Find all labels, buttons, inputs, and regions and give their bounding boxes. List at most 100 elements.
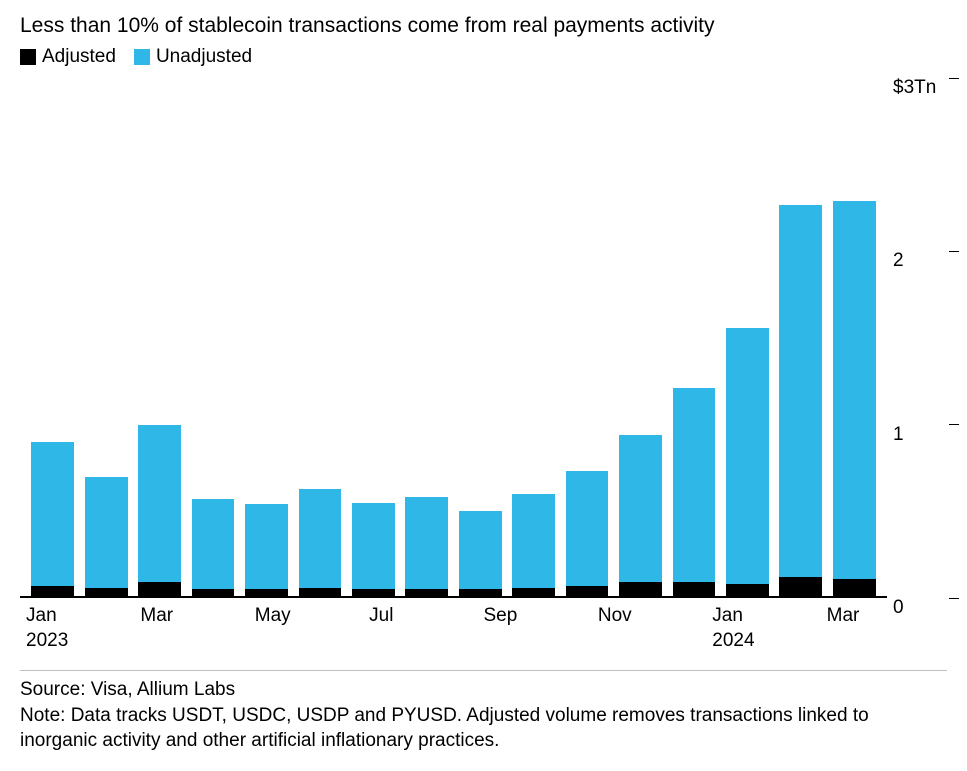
bar-stack xyxy=(192,78,235,598)
x-axis-labels: Jan2023MarMayJulSepNovJan2024Mar xyxy=(20,604,947,653)
x-axis-slot: Sep xyxy=(484,604,541,653)
bar-segment-unadjusted xyxy=(299,489,342,588)
x-axis-slot: Nov xyxy=(598,604,655,653)
plot-wrap: 012$3Tn xyxy=(20,78,947,598)
bar-stack xyxy=(299,78,342,598)
bar-group xyxy=(507,78,560,598)
bar-stack xyxy=(352,78,395,598)
x-axis-slot: Jul xyxy=(369,604,426,653)
bar-segment-unadjusted xyxy=(405,497,448,589)
bar-segment-unadjusted xyxy=(31,442,74,586)
bar-stack xyxy=(673,78,716,598)
legend-item: Unadjusted xyxy=(134,46,252,68)
x-axis-label: Jan xyxy=(26,604,83,629)
bar-stack xyxy=(619,78,662,598)
x-axis-slot xyxy=(312,604,369,653)
x-axis-label: Jan xyxy=(712,604,769,629)
chart-container: Less than 10% of stablecoin transactions… xyxy=(0,0,967,771)
x-axis-label: Mar xyxy=(827,604,884,629)
bar-segment-unadjusted xyxy=(459,511,502,589)
bar-stack xyxy=(833,78,876,598)
x-axis-label-year: 2023 xyxy=(26,629,83,654)
chart-title: Less than 10% of stablecoin transactions… xyxy=(20,14,947,38)
x-axis-slot: Mar xyxy=(827,604,884,653)
legend: Adjusted Unadjusted xyxy=(20,46,947,68)
chart-footer: Source: Visa, Allium Labs Note: Data tra… xyxy=(20,670,947,754)
source-text: Source: Visa, Allium Labs xyxy=(20,677,947,703)
bar-group xyxy=(347,78,400,598)
x-axis: Jan2023MarMayJulSepNovJan2024Mar xyxy=(20,604,947,666)
bar-group xyxy=(721,78,774,598)
x-axis-slot: Mar xyxy=(140,604,197,653)
bar-segment-unadjusted xyxy=(245,504,288,589)
bars xyxy=(20,78,887,598)
bar-stack xyxy=(85,78,128,598)
bar-group xyxy=(560,78,613,598)
bar-segment-unadjusted xyxy=(673,388,716,582)
x-axis-slot xyxy=(198,604,255,653)
legend-item: Adjusted xyxy=(20,46,116,68)
bar-group xyxy=(79,78,132,598)
bar-group xyxy=(133,78,186,598)
bar-segment-unadjusted xyxy=(779,205,822,578)
bar-stack xyxy=(779,78,822,598)
y-tick xyxy=(949,78,959,79)
x-axis-slot xyxy=(655,604,712,653)
y-tick xyxy=(949,251,959,252)
bar-group xyxy=(400,78,453,598)
y-axis-label: $3Tn xyxy=(893,77,936,99)
bar-group xyxy=(614,78,667,598)
x-axis-slot xyxy=(541,604,598,653)
bar-segment-unadjusted xyxy=(85,477,128,588)
legend-label: Unadjusted xyxy=(156,46,252,68)
y-tick xyxy=(949,598,959,599)
y-axis: 012$3Tn xyxy=(887,78,947,598)
bar-segment-unadjusted xyxy=(138,425,181,583)
bar-stack xyxy=(138,78,181,598)
x-axis-slot: Jan2024 xyxy=(712,604,769,653)
bar-group xyxy=(186,78,239,598)
bar-stack xyxy=(459,78,502,598)
x-axis-label-year: 2024 xyxy=(712,629,769,654)
x-axis-slot xyxy=(769,604,826,653)
y-axis-label: 2 xyxy=(893,250,904,272)
bar-stack xyxy=(726,78,769,598)
bar-segment-unadjusted xyxy=(619,435,662,582)
bar-segment-unadjusted xyxy=(352,503,395,590)
bar-stack xyxy=(512,78,555,598)
x-axis-label: Nov xyxy=(598,604,655,629)
bar-stack xyxy=(31,78,74,598)
bar-segment-unadjusted xyxy=(833,201,876,579)
x-axis-baseline xyxy=(20,596,887,598)
y-tick xyxy=(949,424,959,425)
bar-segment-unadjusted xyxy=(566,471,609,585)
legend-label: Adjusted xyxy=(42,46,116,68)
x-axis-slot xyxy=(426,604,483,653)
bar-group xyxy=(454,78,507,598)
bar-stack xyxy=(245,78,288,598)
x-axis-slot xyxy=(83,604,140,653)
bar-group xyxy=(774,78,827,598)
plot-area xyxy=(20,78,887,598)
legend-swatch xyxy=(20,49,36,65)
bar-segment-adjusted xyxy=(779,577,822,598)
x-axis-label: Mar xyxy=(140,604,197,629)
bar-group xyxy=(240,78,293,598)
x-axis-slot xyxy=(884,604,941,653)
bar-segment-unadjusted xyxy=(192,499,235,589)
bar-group xyxy=(667,78,720,598)
bar-group xyxy=(828,78,881,598)
x-axis-slot: Jan2023 xyxy=(26,604,83,653)
x-axis-label: May xyxy=(255,604,312,629)
bar-segment-unadjusted xyxy=(726,328,769,585)
bar-stack xyxy=(566,78,609,598)
note-text: Note: Data tracks USDT, USDC, USDP and P… xyxy=(20,703,947,754)
x-axis-label: Sep xyxy=(484,604,541,629)
y-axis-label: 1 xyxy=(893,424,904,446)
legend-swatch xyxy=(134,49,150,65)
bar-group xyxy=(293,78,346,598)
x-axis-slot: May xyxy=(255,604,312,653)
bar-segment-unadjusted xyxy=(512,494,555,588)
bar-group xyxy=(26,78,79,598)
bar-stack xyxy=(405,78,448,598)
